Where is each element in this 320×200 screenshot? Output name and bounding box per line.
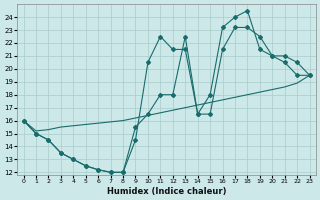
X-axis label: Humidex (Indice chaleur): Humidex (Indice chaleur) <box>107 187 226 196</box>
